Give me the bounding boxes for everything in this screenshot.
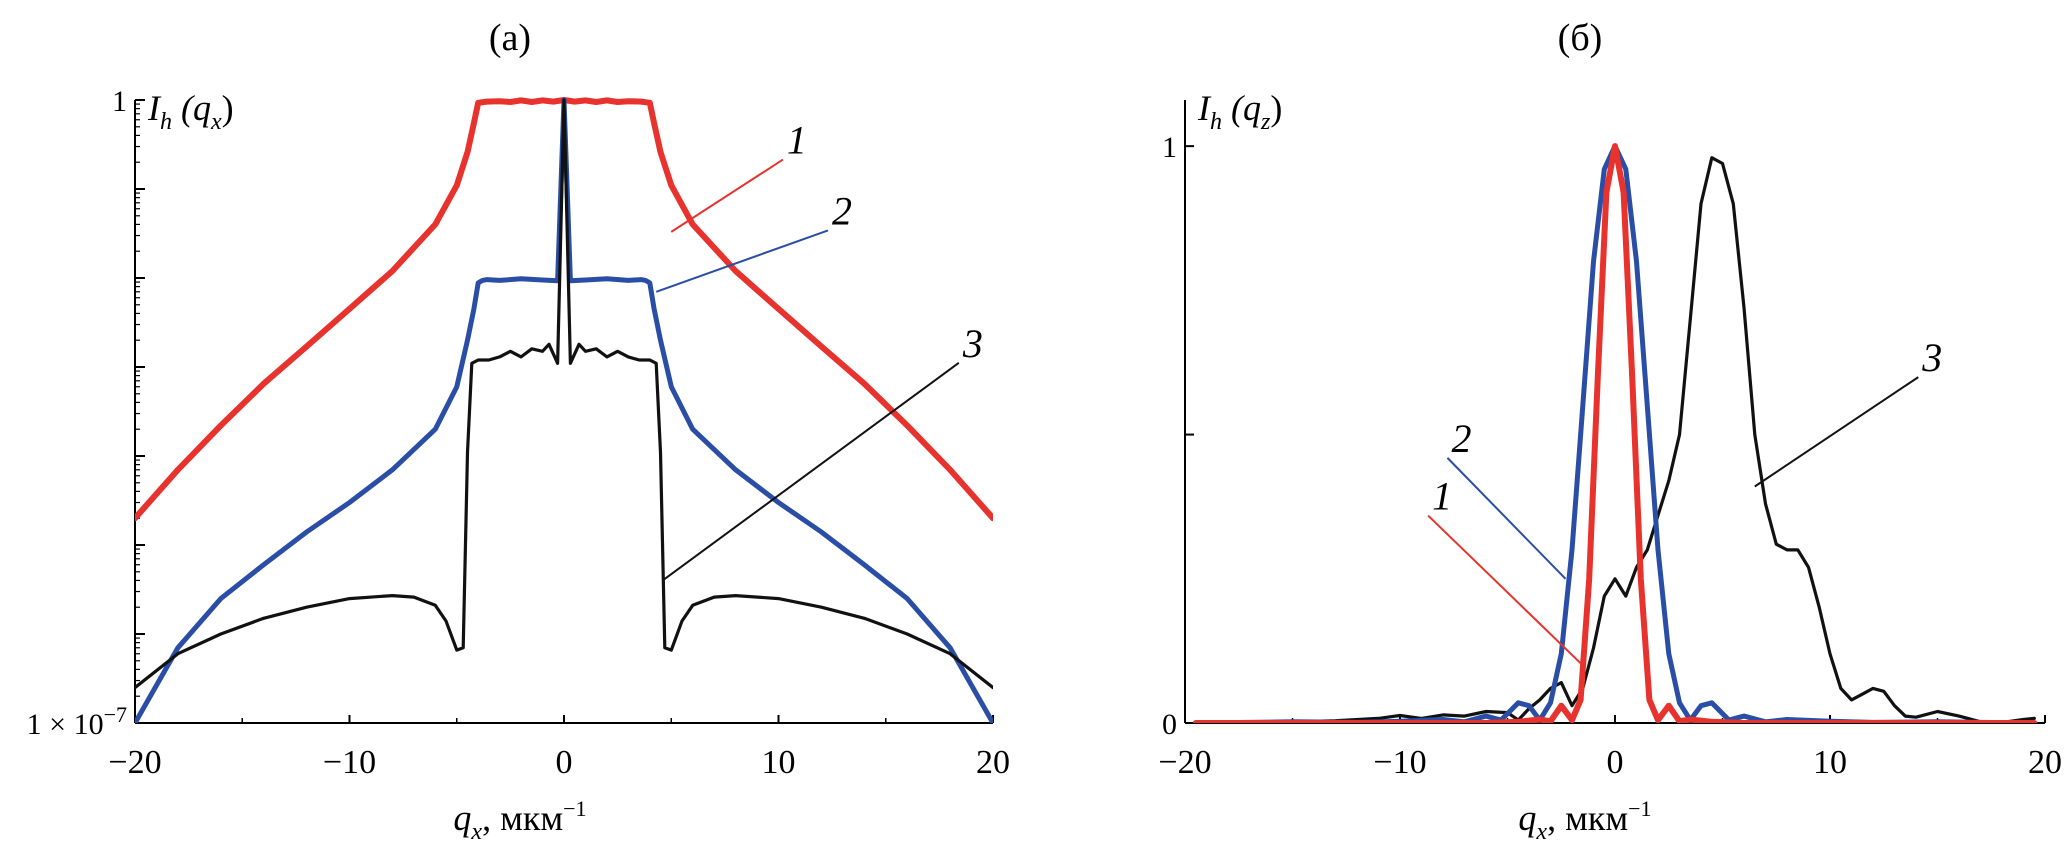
x-tick-label: 20 — [976, 744, 1010, 781]
callout-label-3: 3 — [962, 321, 983, 366]
x-tick-label: 10 — [1813, 744, 1847, 781]
series-3-line — [1194, 156, 2036, 723]
x-axis-title: qx, мкм−1 — [453, 796, 586, 845]
callout-leader-2 — [655, 229, 829, 293]
series-2-line — [1193, 143, 2037, 723]
callout-leader-3 — [662, 362, 960, 582]
x-tick-label: 0 — [1607, 744, 1624, 781]
callout-label-2: 2 — [1451, 416, 1471, 461]
x-tick-label: −10 — [323, 744, 376, 781]
series-group — [1192, 143, 2038, 723]
callout-leader-2 — [1446, 457, 1567, 580]
x-tick-label: 20 — [2028, 744, 2062, 781]
x-tick-label: 10 — [762, 744, 796, 781]
y-tick-label: 0 — [1162, 708, 1177, 741]
y-axis-title: Ih (qx) — [147, 88, 234, 135]
y-tick-label: 1 — [112, 85, 127, 118]
x-tick-label: −20 — [1158, 744, 1211, 781]
panel-title: (а) — [489, 17, 531, 59]
series-group — [135, 97, 993, 723]
callout-label-3: 3 — [1921, 335, 1942, 380]
x-tick-label: −20 — [108, 744, 161, 781]
y-tick-label: 1 — [1162, 131, 1177, 164]
panel-title: (б) — [1558, 17, 1603, 59]
callout-label-1: 1 — [787, 118, 807, 163]
callout-leader-1 — [670, 158, 784, 233]
y-tick-label: 1 × 10−7 — [27, 702, 127, 741]
series-1-line — [1192, 143, 2038, 723]
callout-leader-3 — [1754, 376, 1919, 488]
callout-label-1: 1 — [1432, 474, 1452, 519]
series-2-line — [135, 97, 993, 723]
series-3-line — [135, 98, 993, 690]
callout-leader-1 — [1427, 514, 1584, 667]
panel-a: −20 −10 0 10 20 1 1 × 10−7 (а) Ih (qx) qx, мкм−1 1… — [27, 17, 1010, 845]
x-axis-title: qx, мкм−1 — [1518, 796, 1651, 845]
x-tick-label: 0 — [556, 744, 573, 781]
x-tick-label: −10 — [1373, 744, 1426, 781]
callout-label-2: 2 — [832, 188, 852, 233]
y-axis-title: Ih (qz) — [1197, 88, 1282, 135]
